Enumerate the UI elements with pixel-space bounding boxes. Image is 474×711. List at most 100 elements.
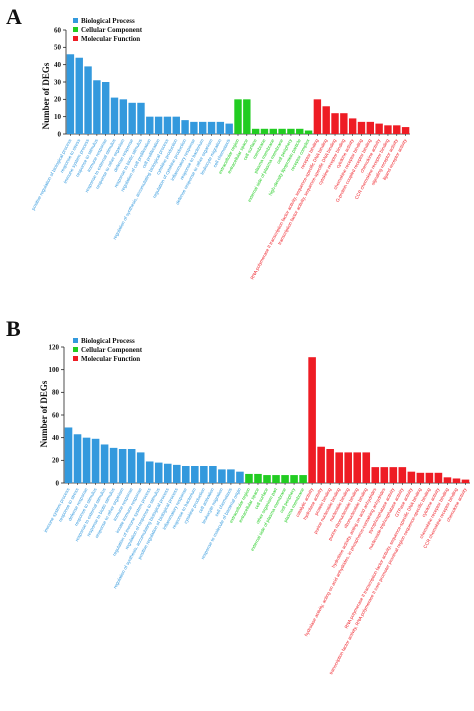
panel-b-bar-regulation-of-immune-system-process	[145, 461, 154, 483]
panel-a-bar-cell-surface	[251, 128, 260, 134]
panel-b-bar-nucleotide-binding	[344, 452, 352, 483]
panel-b-bar-regulation-of-response-to-stimulus	[154, 462, 163, 483]
panel-a-y-tick-label: 10	[54, 113, 62, 121]
panel-a-bar-receptor-complex	[304, 130, 313, 134]
panel-b-bar-external-side-of-plasma-membrane	[281, 475, 289, 483]
legend-label-cellular-component: Cellular Component	[81, 346, 143, 354]
panel-b-bar-cell-activation	[209, 466, 217, 483]
panel-a-bar-positive-regulation-of-biological-process	[66, 54, 75, 134]
panel-b-bar-defense-response	[82, 437, 91, 483]
panel-b-bar-protein-binding	[326, 449, 334, 483]
panel-b-bar-response-to-external-stimulus	[100, 444, 109, 483]
panel-b-bar-immune-response	[127, 449, 136, 483]
panel-b-bar-chemokine-receptor-binding	[443, 477, 452, 483]
panel-a-bar-chemokine-activity	[375, 123, 383, 134]
panel-a-y-tick-label: 0	[58, 130, 62, 138]
panel-a-bar-inflammatory-response	[190, 121, 198, 134]
panel-a-bar-cell-proliferation	[154, 116, 163, 134]
legend-swatch-cellular-component	[73, 347, 78, 352]
panel-b-y-tick-label: 20	[52, 457, 60, 465]
legend-label-molecular-function: Molecular Function	[81, 355, 140, 363]
panel-b-letter: B	[6, 316, 21, 341]
panel-b-bar-cytokine-production	[200, 466, 208, 483]
legend-swatch-biological-process	[73, 338, 78, 343]
panel-b-bar-extracellular-region	[245, 473, 253, 483]
panel-b-bar-response-to-biotic-stimulus	[109, 447, 118, 483]
panel-b-bar-response-to-stress	[73, 434, 82, 483]
panel-a: A Number of DEGs Biological Process Cell…	[6, 4, 410, 280]
panel-a-bar-regulation-of-cytokine-production	[181, 120, 189, 134]
panel-b-bar-response-to-stimulus	[91, 438, 100, 483]
panel-a-bar-chemokine-receptor-binding	[357, 121, 366, 134]
panel-a-bar-membrane	[260, 128, 269, 134]
panel-b-bar-hydrolase-activity-acting-on-acid-anhydrides	[371, 467, 380, 483]
legend-label-biological-process: Biological Process	[81, 337, 135, 345]
panel-a-y-tick-label: 40	[54, 61, 62, 69]
panel-a-bar-cytokine-receptor-binding	[340, 113, 348, 134]
legend-label-cellular-component: Cellular Component	[81, 26, 143, 34]
panel-a-bar-transcription-factor-activity-sequence-specific-dna-binding	[331, 113, 339, 134]
panel-b-bar-other-organism-part	[272, 475, 280, 483]
panel-a-bar-immune-system-process	[84, 66, 92, 134]
panel-b-bar-ribonucleotide-binding	[362, 452, 371, 483]
panel-b-bar-positive-regulation-of-biological-process	[172, 464, 181, 483]
panel-a-bar-regulation-of-synthesis-accumulating-biological-process	[163, 116, 172, 134]
panel-b-y-tick-label: 0	[56, 479, 60, 487]
panel-a-bar-external-side-of-plasma-membrane	[278, 128, 286, 134]
panel-b-legend: Biological Process Cellular Component Mo…	[73, 337, 143, 363]
panel-b-bar-hydrolase-activity-acting-on-acid-anhydrides-in-phosphorus-containing-anhydrides	[380, 467, 389, 483]
panel-b-y-tick-label: 100	[49, 366, 60, 374]
panel-a-bar-defense-response	[128, 102, 136, 134]
panel-b-bar-regulation-of-synthesis-accumulating-biological-process	[163, 463, 172, 483]
panel-b-bar-leukocyte-migration	[218, 469, 226, 483]
panel-a-y-tick-label: 30	[54, 78, 62, 86]
panel-b-bar-cell-periphery	[290, 475, 298, 483]
panel-a-bar-response-to-bacterium	[199, 121, 207, 134]
panel-a-bar-rna-polymerase-ii-transcription-factor-activity-sequence-specific-dna-binding	[322, 106, 330, 134]
panel-a-bar-g-protein-coupled-receptor-binding	[366, 121, 375, 134]
panel-a-bar-response-to-external-stimulus	[110, 97, 119, 134]
panel-a-y-tick-label: 50	[54, 44, 62, 52]
panel-a-bar-cell-chemotaxis	[225, 123, 233, 134]
panel-b-bar-transcription-factor-activity-rna-polymerase-ii-core-promoter-proximal-region-sequence-specific-binding	[425, 472, 434, 483]
panel-a-letter: A	[6, 4, 22, 29]
panel-b: B Number of DEGs Biological Process Cell…	[6, 316, 470, 675]
panel-b-bar-cytokine-activity	[434, 472, 443, 483]
panel-b-bar-cell-chemotaxis	[227, 469, 235, 483]
legend-label-biological-process: Biological Process	[81, 17, 135, 25]
panel-b-bar-extracellular-space	[254, 473, 262, 483]
panel-b-bar-immune-system-process	[64, 427, 73, 483]
panel-a-bar-high-density-lipoprotein-particle	[296, 128, 304, 134]
panel-b-bar-chemokine-activity	[461, 479, 470, 483]
legend-swatch-cellular-component	[73, 27, 78, 32]
panel-b-y-tick-label: 80	[52, 389, 60, 397]
panel-a-bar-cytokine-activity	[348, 118, 357, 134]
panel-b-bar-cell-surface	[263, 475, 271, 483]
legend-swatch-biological-process	[73, 18, 78, 23]
panel-a-bar-ccr-chemokine-receptor-binding	[384, 125, 392, 134]
panel-b-bar-purine-ribonucleotide-binding	[353, 452, 362, 483]
panel-a-y-axis-label: Number of DEGs	[41, 62, 51, 129]
panel-b-bar-hydrolase-activity	[317, 446, 325, 483]
panel-b-bar-rna-polymerase-ii-transcription-factor-activity-sequence-specific-dna-binding	[416, 472, 425, 483]
panel-b-bar-pyrophosphatase-activity	[389, 467, 398, 483]
panel-a-bar-regulation-of-cell-proliferation	[146, 116, 154, 134]
panel-a-bar-cytokine-production	[172, 116, 180, 134]
panel-b-bar-nucleoside-triphosphatase-activity	[398, 467, 407, 483]
panel-a-bar-ligand-receptor-activity	[401, 127, 410, 134]
panel-a-bar-extracellular-space	[243, 99, 251, 134]
panel-a-bar-leukocyte-migration	[216, 121, 225, 134]
panel-a-legend: Biological Process Cellular Component Mo…	[73, 17, 143, 43]
panel-a-bar-plasma-membrane	[269, 128, 277, 134]
panel-a-bar-immune-response	[101, 82, 110, 134]
panel-b-bar-catalytic-activity	[308, 357, 316, 483]
panel-b-y-tick-label: 60	[52, 411, 60, 419]
legend-swatch-molecular-function	[73, 356, 78, 361]
panel-a-bar-defense-response-to-other-organism	[207, 121, 216, 134]
panel-b-bar-plasma-membrane	[299, 475, 307, 483]
legend-swatch-molecular-function	[73, 36, 78, 41]
panel-b-bar-response-to-molecule-of-bacterial-origin	[236, 471, 244, 483]
